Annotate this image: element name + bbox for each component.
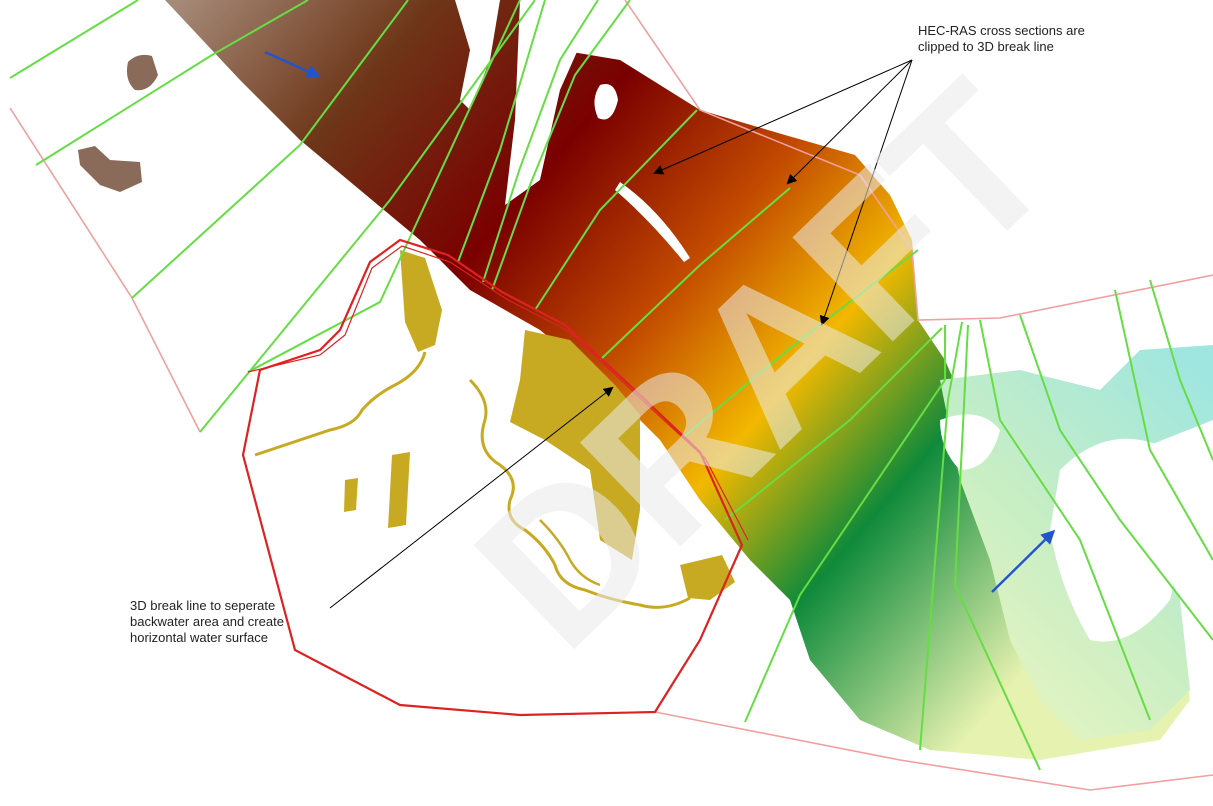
arrow-icon (264, 50, 321, 78)
callout-text-line: backwater area and create (130, 614, 284, 629)
cross-section-line (491, 0, 631, 291)
cross-section-line (534, 109, 698, 311)
arrow-icon (786, 59, 913, 185)
break-line-callout: 3D break line to seperate backwater area… (130, 598, 284, 646)
island-gap (1050, 438, 1180, 642)
break-line (241, 238, 744, 717)
flow-arrows (264, 50, 1056, 593)
arrow-icon (653, 59, 913, 175)
cross-section-line (744, 325, 946, 723)
callout-text-line: clipped to 3D break line (918, 39, 1054, 54)
cross-section-line (953, 324, 1041, 771)
island-gap (615, 182, 690, 262)
cross-section-line (35, 0, 309, 166)
cross-section-line (599, 187, 791, 361)
cross-section-line (482, 0, 599, 283)
backwater-area (344, 478, 358, 512)
cross-section-line (724, 327, 943, 521)
callout-arrows (329, 59, 913, 609)
cross-section-line (199, 0, 536, 433)
cross-section-line (1019, 314, 1213, 641)
cross-section-line (457, 0, 546, 263)
model-boundary (624, 0, 1213, 321)
cross-section-line (131, 0, 409, 299)
backwater-channel (468, 378, 691, 609)
cross-section-lines (9, 0, 1213, 771)
cross-section-line (247, 0, 521, 373)
model-boundary (654, 711, 1213, 791)
cross-section-line (1149, 279, 1213, 461)
cross-sections-callout: HEC-RAS cross sections are clipped to 3D… (918, 23, 1085, 55)
backwater-channel (539, 519, 601, 587)
callout-text-line: HEC-RAS cross sections are (918, 23, 1085, 38)
cross-section-line (681, 249, 919, 439)
cross-section-line (919, 321, 963, 751)
island-gap (594, 84, 618, 120)
backwater-area (680, 555, 735, 600)
island-gap (940, 414, 1000, 470)
cross-section-line (9, 0, 139, 79)
callout-text-line: horizontal water surface (130, 630, 269, 645)
backwater-channel (254, 351, 427, 457)
backwater-area (388, 452, 410, 528)
terrain-patch (78, 146, 142, 192)
callout-text-line: 3D break line to seperate (130, 598, 276, 613)
arrow-icon (819, 59, 913, 326)
break-line (247, 245, 749, 541)
arrow-icon (991, 529, 1056, 593)
cross-section-line (1114, 289, 1213, 561)
arrow-icon (329, 386, 614, 609)
backwater-area (400, 250, 442, 352)
terrain-patch (126, 54, 158, 91)
cross-section-line (979, 319, 1151, 721)
island-gap (455, 0, 500, 110)
